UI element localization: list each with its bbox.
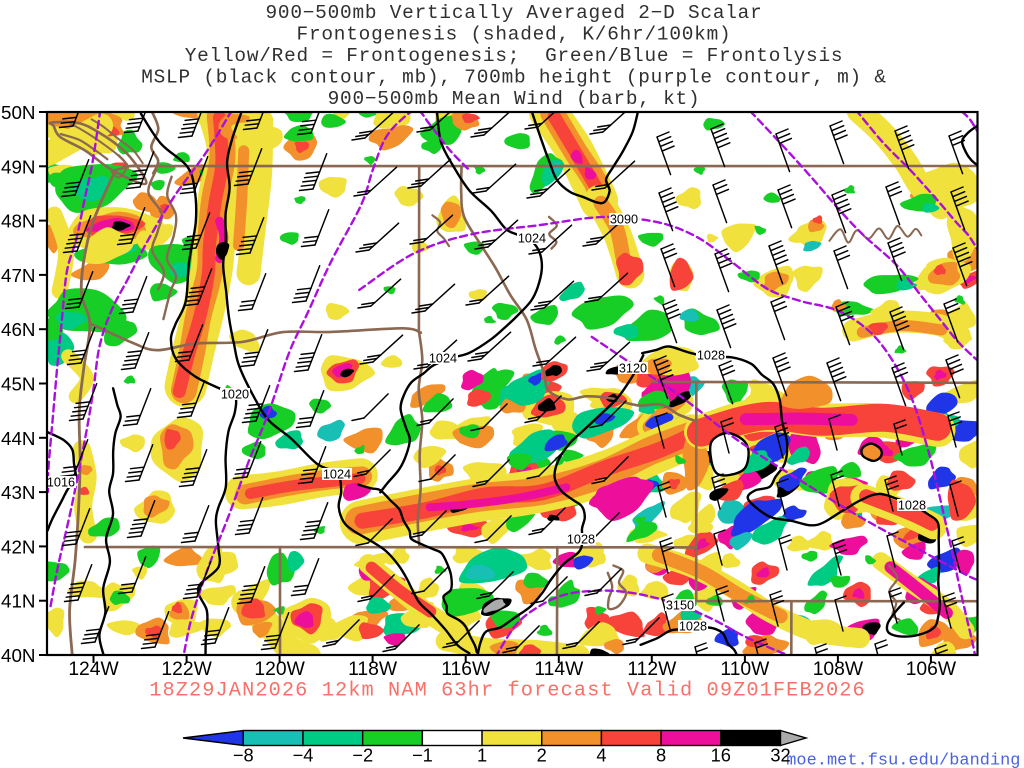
svg-text:1016: 1016 — [47, 476, 75, 490]
svg-text:112W: 112W — [627, 659, 677, 680]
svg-text:1024: 1024 — [518, 232, 546, 246]
svg-text:1028: 1028 — [898, 499, 926, 513]
svg-text:47N: 47N — [1, 265, 35, 286]
svg-text:40N: 40N — [1, 645, 35, 666]
svg-text:1020: 1020 — [221, 388, 249, 402]
svg-text:110W: 110W — [720, 659, 770, 680]
svg-text:41N: 41N — [1, 591, 35, 612]
svg-text:−2: −2 — [352, 745, 373, 766]
svg-text:108W: 108W — [813, 659, 864, 680]
svg-text:42N: 42N — [1, 536, 35, 557]
svg-text:1024: 1024 — [323, 468, 351, 482]
svg-text:1028: 1028 — [697, 349, 725, 363]
svg-text:4: 4 — [596, 745, 606, 766]
svg-text:18Z29JAN2026 12km NAM 63hr for: 18Z29JAN2026 12km NAM 63hr forecast Vali… — [149, 680, 866, 703]
svg-text:MSLP (black contour, mb), 700m: MSLP (black contour, mb), 700mb height (… — [141, 67, 887, 89]
svg-text:900−500mb Vertically Averaged: 900−500mb Vertically Averaged 2−D Scalar — [265, 2, 762, 24]
svg-text:46N: 46N — [1, 319, 35, 340]
svg-text:Frontogenesis (shaded, K/6hr/1: Frontogenesis (shaded, K/6hr/100km) — [297, 24, 732, 46]
svg-text:3150: 3150 — [666, 599, 694, 613]
svg-text:45N: 45N — [1, 374, 35, 395]
svg-text:−8: −8 — [233, 745, 254, 766]
svg-text:3120: 3120 — [619, 362, 647, 376]
svg-text:44N: 44N — [1, 428, 35, 449]
svg-text:106W: 106W — [906, 659, 957, 680]
svg-text:moe.met.fsu.edu/banding: moe.met.fsu.edu/banding — [786, 752, 1020, 768]
svg-text:118W: 118W — [348, 659, 398, 680]
svg-text:−4: −4 — [293, 745, 314, 766]
svg-text:124W: 124W — [68, 659, 119, 680]
svg-text:32: 32 — [770, 745, 790, 766]
svg-text:49N: 49N — [1, 156, 35, 177]
svg-text:2: 2 — [537, 745, 547, 766]
svg-text:1028: 1028 — [567, 533, 595, 547]
svg-text:Yellow/Red = Frontogenesis; G: Yellow/Red = Frontogenesis; Green/Blue =… — [185, 45, 844, 67]
svg-text:114W: 114W — [534, 659, 584, 680]
svg-text:120W: 120W — [254, 659, 305, 680]
svg-text:122W: 122W — [161, 659, 212, 680]
svg-text:16: 16 — [711, 745, 731, 766]
svg-text:43N: 43N — [1, 482, 35, 503]
svg-text:1024: 1024 — [429, 352, 457, 366]
svg-text:1028: 1028 — [679, 620, 707, 634]
svg-text:8: 8 — [656, 745, 666, 766]
svg-text:−1: −1 — [412, 745, 433, 766]
svg-text:900−500mb Mean Wind (barb, kt): 900−500mb Mean Wind (barb, kt) — [328, 88, 701, 110]
svg-text:3090: 3090 — [610, 213, 638, 227]
svg-text:1: 1 — [477, 745, 487, 766]
svg-text:50N: 50N — [1, 102, 35, 123]
svg-text:116W: 116W — [441, 659, 491, 680]
svg-text:48N: 48N — [1, 211, 35, 232]
